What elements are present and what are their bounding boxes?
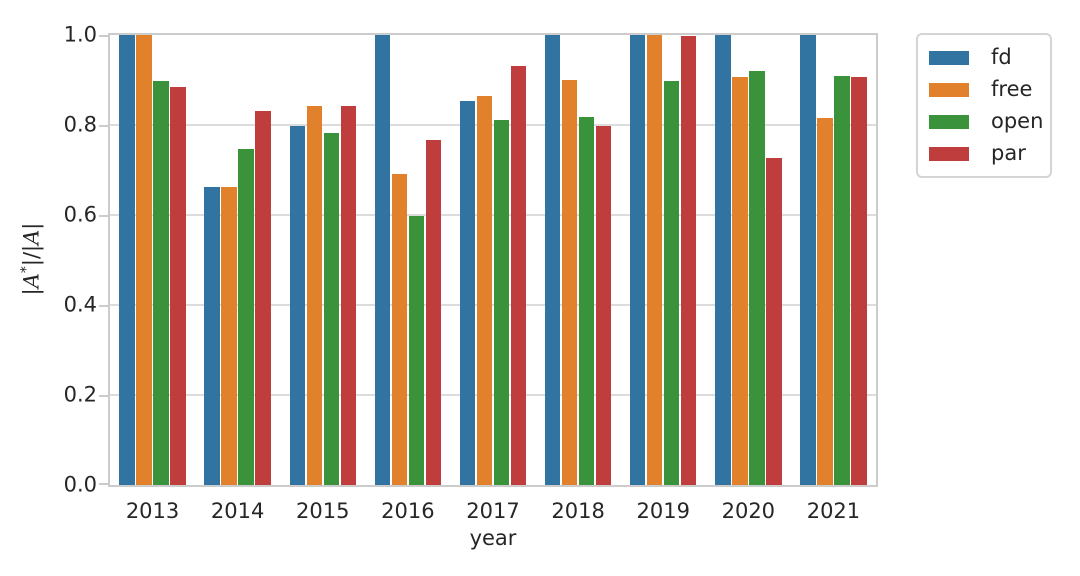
y-tick-label-1.0: 1.0 bbox=[63, 22, 97, 47]
y-tick-mark-1.0 bbox=[99, 35, 108, 37]
y-tick-mark-0.6 bbox=[99, 215, 108, 217]
y-axis-label: |A*|/|A| bbox=[19, 223, 44, 296]
bar-open-2020 bbox=[749, 71, 765, 485]
bar-par-2021 bbox=[851, 77, 867, 485]
bar-fd-2018 bbox=[544, 35, 561, 485]
gridline-y-0.4 bbox=[110, 304, 876, 306]
bar-fd-2020 bbox=[715, 35, 731, 485]
bar-free-2021 bbox=[817, 118, 833, 485]
bar-free-2018 bbox=[561, 80, 578, 485]
y-tick-mark-0.2 bbox=[99, 395, 108, 397]
bar-free-2016 bbox=[391, 174, 408, 485]
bar-fd-2017 bbox=[459, 101, 476, 485]
bar-open-2013 bbox=[153, 81, 169, 485]
bar-par-2014 bbox=[255, 111, 271, 485]
y-tick-label-0.8: 0.8 bbox=[63, 112, 97, 137]
legend-label-par: par bbox=[991, 141, 1026, 165]
bar-fd-2013 bbox=[119, 35, 135, 485]
x-tick-label-2014: 2014 bbox=[210, 499, 265, 523]
y-tick-label-0.6: 0.6 bbox=[63, 202, 97, 227]
bar-free-2019 bbox=[647, 35, 663, 485]
bar-par-2018 bbox=[595, 126, 612, 485]
y-axis-label-part: |/| bbox=[19, 244, 44, 267]
script-a-glyph: A bbox=[19, 273, 44, 289]
y-tick-mark-0.0 bbox=[99, 483, 108, 485]
legend-label-open: open bbox=[991, 109, 1044, 133]
bar-open-2018 bbox=[578, 117, 595, 485]
legend-label-free: free bbox=[991, 77, 1033, 101]
legend-label-fd: fd bbox=[991, 45, 1012, 69]
bar-open-2016 bbox=[408, 216, 425, 485]
legend: fd free open par bbox=[916, 33, 1052, 178]
x-tick-label-2020: 2020 bbox=[721, 499, 776, 523]
bar-fd-2019 bbox=[629, 35, 646, 485]
legend-swatch-fd bbox=[929, 50, 969, 65]
x-tick-label-2021: 2021 bbox=[806, 499, 861, 523]
legend-item-free: free bbox=[929, 78, 1039, 101]
bar-fd-2021 bbox=[800, 35, 816, 485]
bar-free-2015 bbox=[306, 106, 322, 485]
legend-item-fd: fd bbox=[929, 46, 1039, 69]
bar-par-2020 bbox=[766, 158, 782, 485]
x-tick-label-2018: 2018 bbox=[551, 499, 605, 523]
bar-free-2020 bbox=[732, 77, 748, 485]
bar-par-2013 bbox=[170, 87, 186, 485]
bar-par-2015 bbox=[340, 106, 357, 485]
y-tick-mark-0.8 bbox=[99, 125, 108, 127]
x-tick-label-2016: 2016 bbox=[381, 499, 435, 523]
legend-swatch-par bbox=[929, 146, 969, 161]
bar-open-2015 bbox=[323, 133, 339, 485]
legend-swatch-open bbox=[929, 114, 969, 129]
legend-item-par: par bbox=[929, 142, 1039, 165]
bar-free-2013 bbox=[136, 35, 152, 485]
y-axis-label-superscript: * bbox=[18, 266, 35, 274]
script-a-glyph: A bbox=[19, 229, 44, 245]
bar-par-2017 bbox=[510, 66, 527, 485]
gridline-y-0.2 bbox=[110, 394, 876, 396]
x-tick-label-2013: 2013 bbox=[125, 499, 180, 523]
y-axis-label-part: | bbox=[19, 288, 44, 296]
gridline-y-0.8 bbox=[110, 124, 876, 126]
bar-fd-2015 bbox=[289, 126, 305, 485]
bar-fd-2016 bbox=[374, 35, 391, 485]
plot-area: 0.0 0.2 0.4 0.6 0.8 1.0 2013 2014 2015 2016 2017 20… bbox=[64, 23, 878, 523]
bar-par-2016 bbox=[425, 140, 442, 485]
bar-open-2017 bbox=[493, 120, 510, 485]
y-tick-mark-0.4 bbox=[99, 305, 108, 307]
bar-open-2014 bbox=[238, 149, 254, 485]
x-axis-label: year bbox=[469, 526, 517, 550]
bar-free-2017 bbox=[476, 96, 493, 485]
legend-swatch-free bbox=[929, 82, 969, 97]
x-tick-label-2019: 2019 bbox=[636, 499, 690, 523]
bar-par-2019 bbox=[681, 36, 697, 485]
y-axis-label-part: | bbox=[19, 222, 44, 230]
y-tick-label-0.0: 0.0 bbox=[63, 472, 97, 497]
y-tick-label-0.2: 0.2 bbox=[63, 382, 97, 407]
y-tick-label-0.4: 0.4 bbox=[63, 292, 97, 317]
bar-free-2014 bbox=[221, 187, 237, 485]
legend-item-open: open bbox=[929, 110, 1043, 133]
bar-fd-2014 bbox=[204, 187, 220, 485]
bar-open-2019 bbox=[664, 81, 680, 485]
bar-open-2021 bbox=[834, 76, 850, 485]
gridline-y-0.6 bbox=[110, 214, 876, 216]
x-tick-label-2017: 2017 bbox=[466, 499, 520, 523]
x-tick-label-2015: 2015 bbox=[296, 499, 350, 523]
